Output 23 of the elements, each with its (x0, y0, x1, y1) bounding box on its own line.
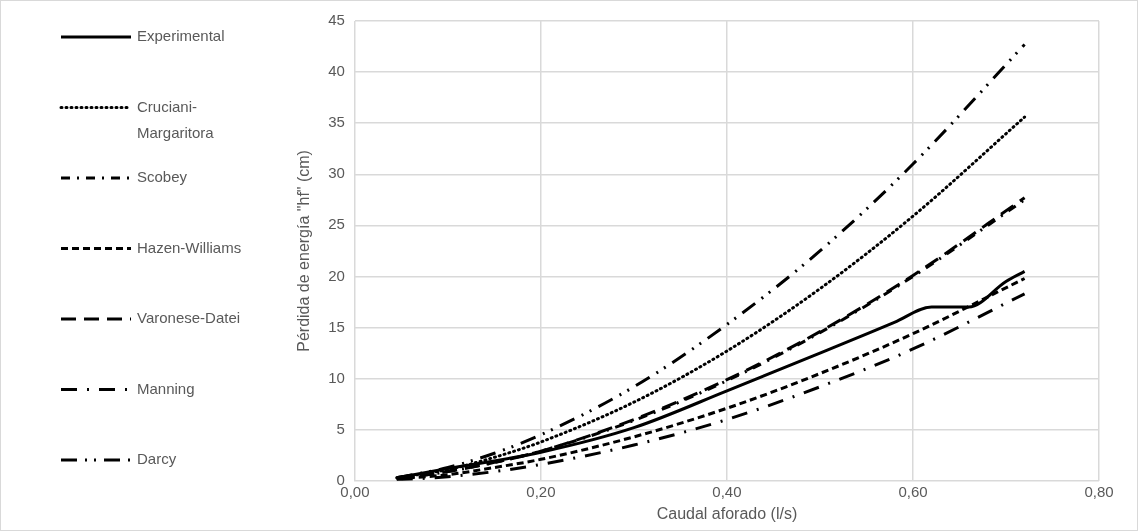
x-tick-label: 0,80 (1084, 482, 1114, 500)
x-tick-label: 0,40 (712, 482, 742, 500)
y-axis-title: Pérdida de energía "hf" (cm) (295, 150, 313, 352)
legend-label: Experimental (137, 27, 225, 45)
legend-label: Darcy (137, 450, 177, 468)
y-tick-label: 20 (328, 266, 345, 284)
legend-label: Cruciani-Margaritora (137, 97, 215, 141)
y-tick-label: 25 (328, 215, 345, 233)
x-axis-title: Caudal aforado (l/s) (656, 504, 798, 522)
y-tick-label: 10 (328, 368, 345, 386)
x-tick-label: 0,20 (526, 482, 556, 500)
y-tick-label: 30 (328, 164, 345, 182)
y-tick-label: 5 (336, 419, 345, 437)
y-tick-label: 35 (328, 113, 345, 131)
legend-label: Manning (137, 379, 195, 397)
legend-label: Varonese-Datei (137, 309, 241, 327)
y-tick-label: 15 (328, 317, 345, 335)
y-tick-label: 40 (328, 62, 345, 80)
x-tick-label: 0,60 (898, 482, 928, 500)
legend-label: Hazen-Williams (137, 238, 242, 256)
y-tick-label: 0 (336, 470, 345, 488)
legend-label: Scobey (137, 168, 188, 186)
y-tick-label: 45 (328, 11, 345, 29)
